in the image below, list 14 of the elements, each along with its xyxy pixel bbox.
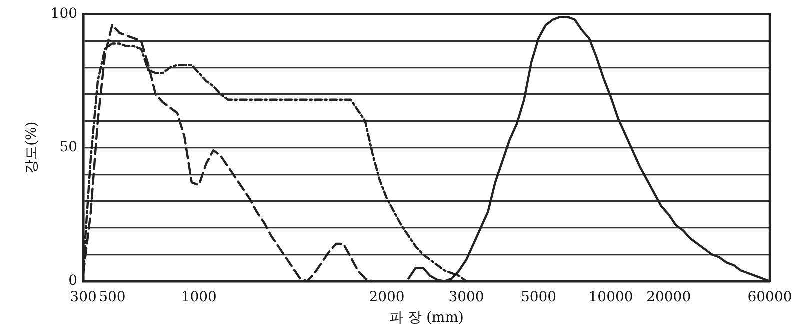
x-tick-label: 10000 — [588, 289, 634, 306]
y-tick-label: 50 — [60, 140, 78, 156]
x-tick-label: 1000 — [181, 289, 217, 306]
y-tick-label: 100 — [50, 6, 78, 22]
x-tick-label: 3000 — [448, 289, 484, 306]
x-tick-label: 5000 — [520, 289, 557, 306]
y-tick-label: 0 — [68, 273, 78, 290]
x-tick-label: 20000 — [646, 289, 692, 306]
x-axis-title: 파 장 (mm) — [390, 310, 464, 326]
x-tick-label: 60000 — [748, 289, 792, 306]
x-tick-label: 500 — [99, 289, 126, 306]
y-axis-title: 강도(%) — [24, 122, 40, 174]
x-tick-label: 2000 — [369, 289, 405, 306]
x-tick-label: 300 — [70, 289, 97, 306]
